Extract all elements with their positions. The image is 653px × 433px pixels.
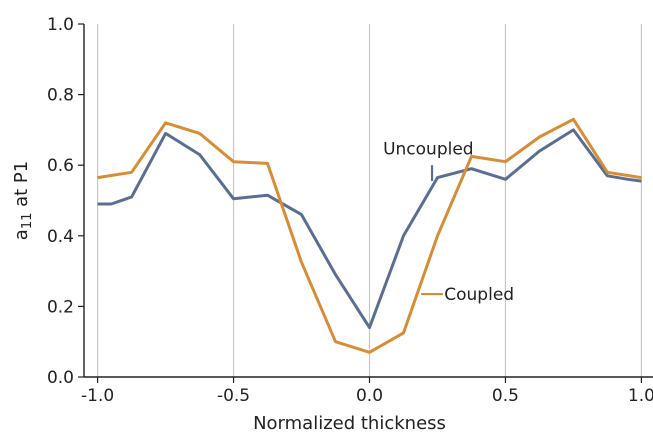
y-axis-title-rest: at P1 <box>11 161 32 213</box>
x-tick-label: 0.0 <box>356 386 383 406</box>
x-tick-label: -1.0 <box>81 386 114 406</box>
y-axis-title-base: a <box>11 229 32 240</box>
x-axis-title: Normalized thickness <box>253 413 446 433</box>
y-axis-title: a11 at P1 <box>11 161 35 240</box>
ticks-layer: -1.0 -0.5 0.0 0.5 1.0 0.0 0.2 0.4 0.6 0.8 1.0 <box>47 15 653 406</box>
y-tick-label: 0.2 <box>47 297 74 317</box>
x-tick-label: 0.5 <box>492 386 519 406</box>
uncoupled-label: Uncoupled <box>383 140 474 160</box>
y-tick-label: 0.6 <box>47 156 74 176</box>
x-tick-label: 1.0 <box>628 386 653 406</box>
y-axis-title-subscript: 11 <box>20 213 35 230</box>
grid-layer <box>96 24 643 377</box>
x-tick-label: -0.5 <box>217 386 250 406</box>
series-line-uncoupled <box>97 128 642 330</box>
y-tick-label: 0.4 <box>47 227 74 247</box>
y-tick-label: 0.8 <box>47 86 74 106</box>
y-tick-label: 1.0 <box>47 15 74 35</box>
series-line-coupled <box>97 117 642 354</box>
coupled-label: Coupled <box>444 285 514 305</box>
series-layer <box>97 117 642 354</box>
y-tick-label: 0.0 <box>47 368 74 388</box>
annotation-layer: Uncoupled Coupled <box>383 140 514 305</box>
